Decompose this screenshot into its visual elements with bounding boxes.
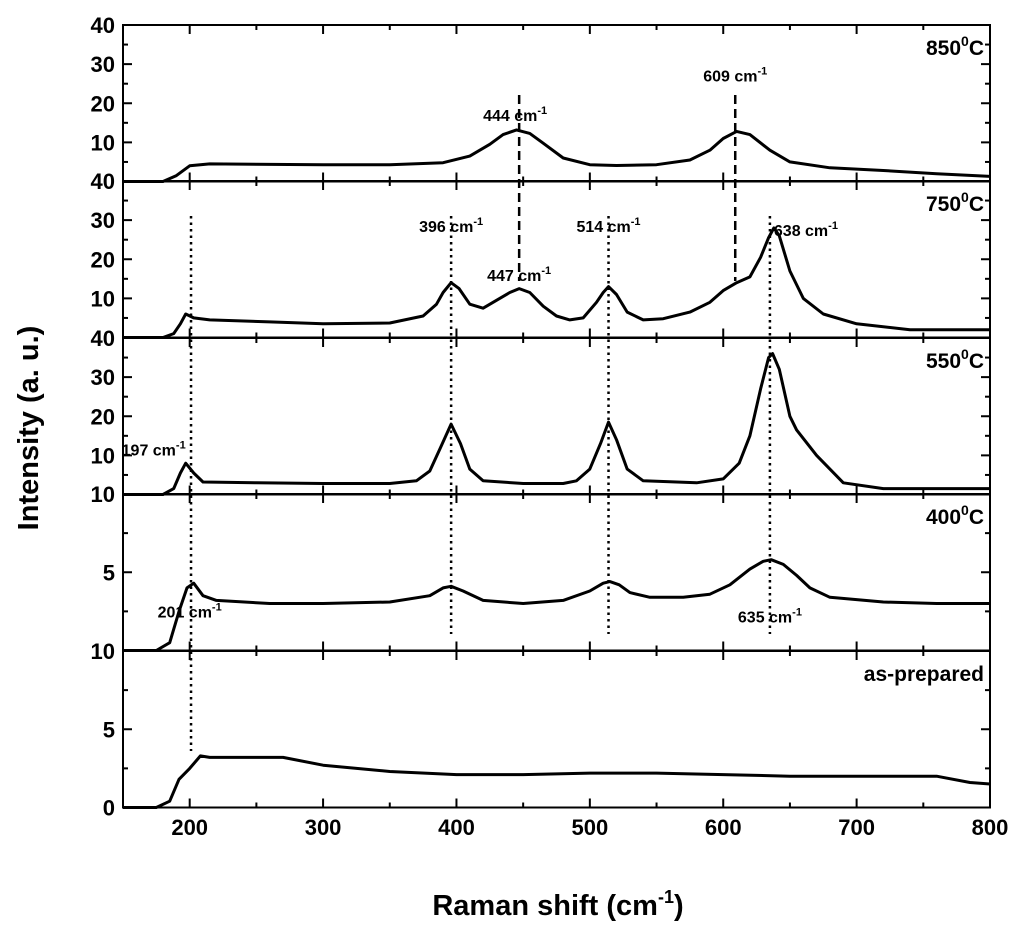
- panel-label-2: 5500C: [926, 346, 984, 373]
- peak-annotation: 447 cm-1: [487, 265, 551, 285]
- y-tick-label: 5: [103, 717, 115, 742]
- peak-annotation: 638 cm-1: [774, 220, 838, 240]
- x-tick-label: 300: [305, 815, 342, 840]
- labels-layer: 10 20 30 40 8500C 10 20 30 40 7500C 10 20 30 40 5500C 5…: [91, 13, 1009, 840]
- peak-annotation: 396 cm-1: [419, 216, 483, 236]
- panel-frame-3: [122, 493, 991, 652]
- y-tick-label: 10: [91, 286, 115, 311]
- panel-label-3: 4000C: [926, 502, 984, 529]
- peak-annotation: 197 cm-1: [122, 439, 186, 459]
- y-tick-label: 40: [91, 326, 115, 351]
- spectrum-line-4: [123, 754, 991, 809]
- peak-annotation: 201 cm-1: [158, 602, 222, 622]
- y-tick-label: 10: [91, 443, 115, 468]
- guide-lines: [189, 95, 772, 751]
- spectrum-line-1: [123, 226, 990, 339]
- y-tick-label: 30: [91, 52, 115, 77]
- y-tick-label: 0: [103, 796, 115, 821]
- panel-frame-0: [122, 24, 991, 183]
- y-tick-label: 20: [91, 247, 115, 272]
- y-tick-label: 40: [91, 13, 115, 38]
- spectrum-line-2: [123, 352, 990, 496]
- y-tick-label: 30: [91, 365, 115, 390]
- peak-annotation: 609 cm-1: [703, 66, 767, 86]
- spectrum-line-0: [123, 128, 991, 183]
- peak-annotation: 444 cm-1: [483, 105, 547, 125]
- panels-layer: [122, 24, 991, 809]
- panel-label-0: 8500C: [926, 33, 984, 60]
- ticks-layer: [122, 24, 991, 809]
- y-axis-title: Intensity (a. u.): [13, 326, 45, 531]
- panel-label-4: as-prepared: [864, 663, 984, 686]
- x-tick-label: 600: [705, 815, 742, 840]
- panel-frame-2: [122, 337, 991, 496]
- y-tick-label: 30: [91, 208, 115, 233]
- x-tick-label: 200: [171, 815, 208, 840]
- y-tick-label: 20: [91, 404, 115, 429]
- panel-frame-1: [122, 180, 991, 339]
- x-tick-label: 400: [438, 815, 475, 840]
- y-tick-label: 40: [91, 169, 115, 194]
- x-tick-label: 500: [571, 815, 608, 840]
- spectrum-line-3: [123, 558, 990, 652]
- y-tick-label: 10: [91, 639, 115, 664]
- y-tick-label: 10: [91, 482, 115, 507]
- y-tick-label: 10: [91, 130, 115, 155]
- x-tick-label: 800: [972, 815, 1009, 840]
- x-tick-label: 700: [838, 815, 875, 840]
- x-axis-title: Raman shift (cm-1): [432, 887, 683, 922]
- panel-frame-4: [122, 650, 991, 809]
- y-tick-label: 20: [91, 91, 115, 116]
- panel-label-1: 7500C: [926, 189, 984, 216]
- y-tick-label: 5: [103, 560, 115, 585]
- peak-annotation: 635 cm-1: [738, 606, 802, 626]
- peak-annotation: 514 cm-1: [576, 216, 640, 236]
